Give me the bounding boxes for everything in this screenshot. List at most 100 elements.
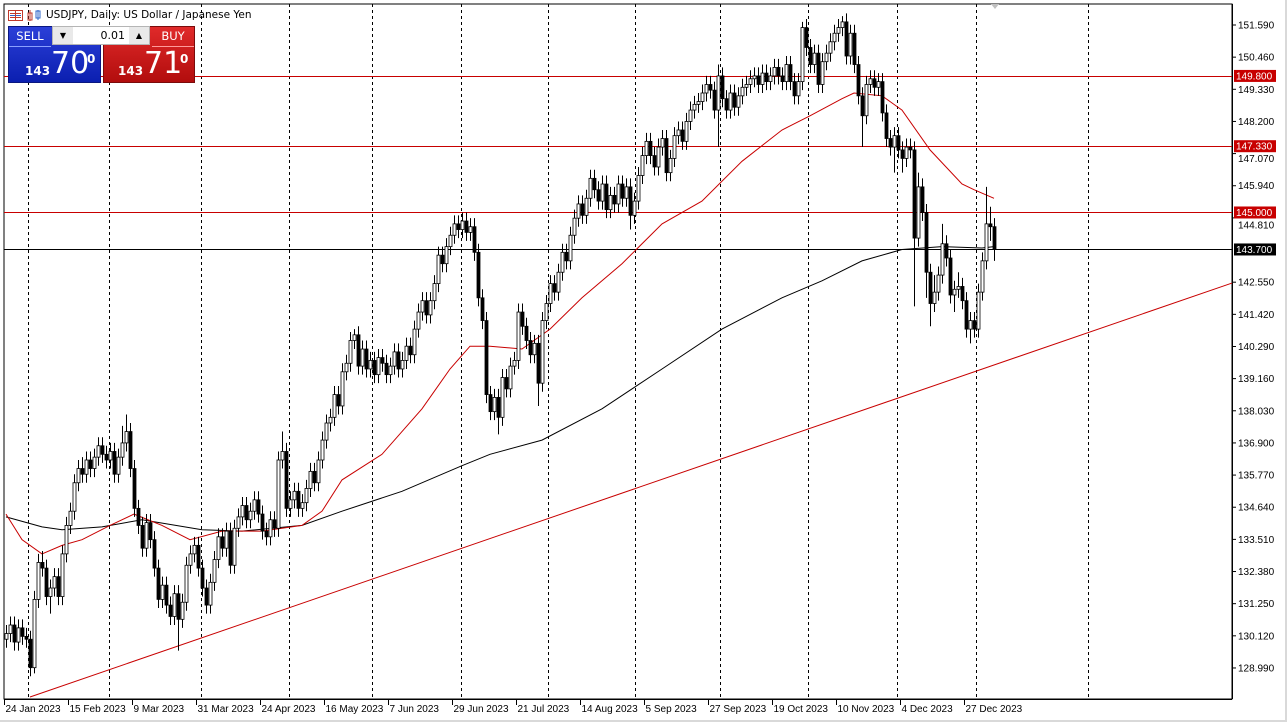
symbol-chart-icon <box>27 9 42 21</box>
candle <box>556 263 561 301</box>
support-trendline <box>29 282 1233 698</box>
bearish-candle-body <box>920 186 925 213</box>
bullish-candle-body <box>48 587 53 597</box>
candle <box>80 457 85 483</box>
candle <box>168 596 173 626</box>
bullish-candle-body <box>980 260 985 293</box>
bearish-candle-body <box>256 499 261 515</box>
date-tick-label: 24 Apr 2023 <box>262 704 316 715</box>
bearish-candle-body <box>528 340 533 356</box>
candle <box>60 545 65 606</box>
bearish-candle-body <box>272 519 277 529</box>
candle <box>960 277 965 310</box>
date-tick-label: 9 Mar 2023 <box>134 704 185 715</box>
price-level-label: 145.000 <box>1236 208 1273 219</box>
price-tick-label: 134.640 <box>1238 503 1275 514</box>
bullish-candle-body <box>716 75 721 111</box>
candle <box>244 496 249 529</box>
bullish-candle-body <box>820 61 825 85</box>
bullish-candle-body <box>320 439 325 461</box>
date-tick-label: 27 Dec 2023 <box>966 704 1023 715</box>
candle <box>576 195 581 227</box>
price-tick-label: 150.460 <box>1238 53 1275 64</box>
bullish-candle-body <box>436 254 441 285</box>
candle <box>736 87 741 116</box>
bullish-candle-body <box>392 351 397 367</box>
bearish-candle-body <box>380 357 385 364</box>
bearish-candle-body <box>104 453 109 461</box>
bullish-candle-body <box>696 101 701 105</box>
bullish-candle-body <box>864 84 869 117</box>
candle <box>100 437 105 463</box>
date-tick-label: 27 Sep 2023 <box>710 704 767 715</box>
candle <box>368 351 373 378</box>
bearish-candle-body <box>628 186 633 216</box>
bullish-candle-body <box>352 334 357 341</box>
candle <box>648 132 653 165</box>
bearish-candle-body <box>604 183 609 211</box>
price-axis[interactable]: 151.590 150.460 149.330 148.200 147.070 145.9… <box>1232 4 1276 699</box>
candle <box>572 209 577 244</box>
bearish-candle-body <box>888 138 893 148</box>
candle <box>160 576 165 608</box>
bearish-candle-body <box>24 635 29 640</box>
candle <box>140 516 145 557</box>
bearish-candle-body <box>264 530 269 538</box>
price-tick-label: 148.200 <box>1238 117 1275 128</box>
bullish-candle-body <box>936 274 941 293</box>
candle <box>900 141 905 173</box>
bearish-candle-body <box>596 189 601 202</box>
chart-shift-marker[interactable] <box>991 4 999 9</box>
bearish-candle-body <box>620 183 625 199</box>
candle <box>176 585 181 651</box>
moving-average-black-line <box>5 246 995 532</box>
bullish-candle-body <box>748 78 753 85</box>
bearish-candle-body <box>88 459 93 469</box>
candle <box>840 16 845 37</box>
candle <box>924 203 929 298</box>
bearish-candle-body <box>464 220 469 233</box>
candle <box>608 186 613 219</box>
candle <box>72 474 77 520</box>
bearish-candle-body <box>136 507 141 526</box>
candle <box>64 516 69 563</box>
lot-size-stepper[interactable]: ▼ 0.01 ▲ <box>52 26 150 45</box>
candle <box>388 357 393 384</box>
grid-lines <box>28 4 1089 699</box>
trade-panel-toggle-icon[interactable] <box>8 9 23 21</box>
bullish-candle-body <box>224 530 229 549</box>
bearish-candle-body <box>960 286 965 302</box>
candle <box>528 331 533 364</box>
candle <box>740 78 745 105</box>
candle <box>772 58 777 85</box>
bearish-candle-body <box>720 75 725 100</box>
bullish-candle-body <box>428 300 433 316</box>
bearish-candle-body <box>664 138 669 174</box>
candle <box>908 138 913 159</box>
lot-increase-button[interactable]: ▲ <box>129 27 149 44</box>
candle <box>564 243 569 270</box>
candle <box>436 246 441 293</box>
bullish-candle-body <box>752 75 757 80</box>
bullish-candle-body <box>512 360 517 367</box>
candle <box>680 121 685 150</box>
time-axis[interactable]: 24 Jan 2023 15 Feb 2023 9 Mar 2023 31 Mar 2… <box>4 699 1232 715</box>
bearish-candle-body <box>140 525 145 549</box>
bullish-candle-body <box>72 482 77 512</box>
candle <box>836 19 841 42</box>
chart-title: USDJPY, Daily: US Dollar / Japanese Yen <box>46 9 252 21</box>
bullish-candle-body <box>64 525 69 555</box>
candle <box>428 292 433 324</box>
candle <box>644 132 649 165</box>
lot-size-input[interactable]: 0.01 <box>100 29 126 42</box>
bearish-candle-body <box>496 397 501 418</box>
bearish-candle-body <box>788 64 793 83</box>
candle <box>992 218 997 261</box>
bullish-candle-body <box>68 510 73 526</box>
candle <box>816 44 821 93</box>
price-tick-label: 144.810 <box>1238 220 1275 231</box>
price-tick-label: 149.330 <box>1238 85 1275 96</box>
candle <box>592 169 597 199</box>
lot-decrease-button[interactable]: ▼ <box>53 27 73 44</box>
